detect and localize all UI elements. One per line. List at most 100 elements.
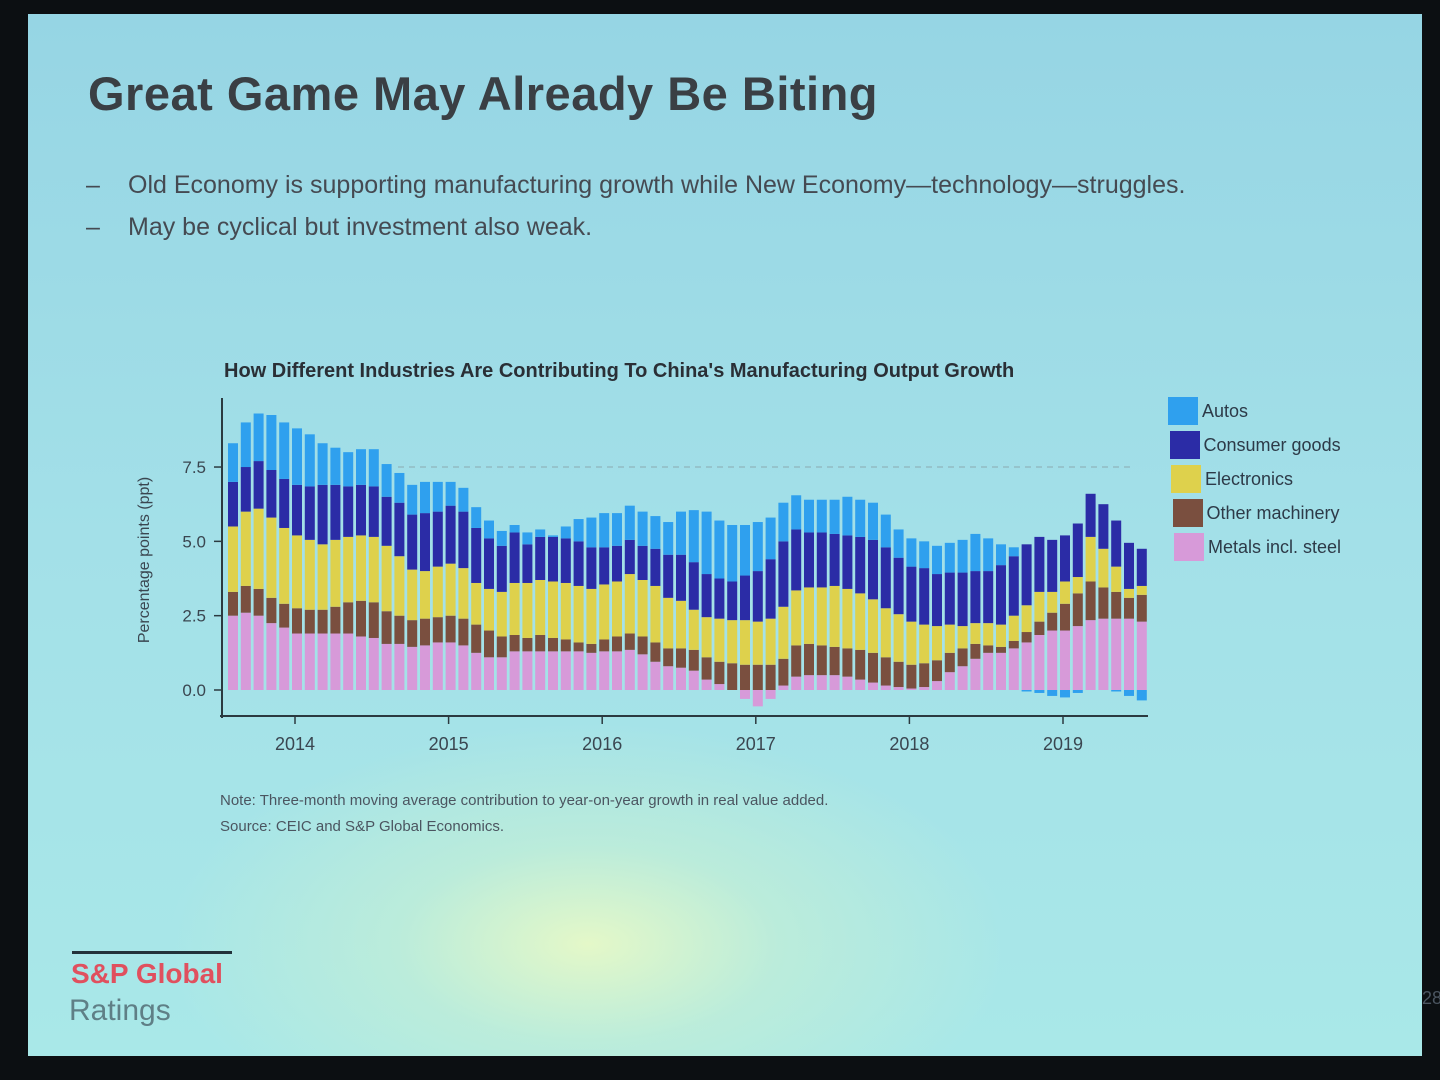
bar-segment-metals-incl-steel bbox=[279, 627, 290, 690]
chart-source: Source: CEIC and S&P Global Economics. bbox=[220, 818, 505, 835]
bar-segment-consumer-goods bbox=[893, 557, 904, 615]
bar-segment-electronics bbox=[304, 539, 315, 610]
slide-title: Great Game May Already Be Biting bbox=[88, 67, 879, 120]
bar-segment-autos bbox=[599, 513, 610, 548]
bar-segment-metals-incl-steel bbox=[612, 651, 622, 690]
bar-segment-consumer-goods bbox=[586, 547, 597, 589]
bar-segment-autos bbox=[983, 538, 994, 572]
bar-segment-electronics bbox=[944, 624, 955, 653]
bar-segment-other-machinery bbox=[304, 609, 315, 634]
bar-segment-metals-incl-steel bbox=[624, 649, 635, 690]
bar-segment-other-machinery bbox=[368, 602, 379, 638]
bar-segment-autos bbox=[932, 545, 942, 575]
bar-segment-electronics bbox=[381, 545, 392, 612]
bar-segment-consumer-goods bbox=[957, 572, 968, 627]
bar-segment-other-machinery bbox=[612, 636, 622, 652]
bar-segment-electronics bbox=[1136, 585, 1147, 595]
bar-segment-autos bbox=[1136, 690, 1147, 701]
bar-segment-metals-incl-steel bbox=[1060, 630, 1070, 690]
bar-segment-consumer-goods bbox=[522, 544, 533, 583]
bar-segment-electronics bbox=[240, 511, 251, 586]
bar-segment-other-machinery bbox=[996, 646, 1006, 653]
bar-segment-other-machinery bbox=[804, 643, 814, 676]
bar-segment-metals-incl-steel bbox=[432, 642, 443, 690]
bar-segment-electronics bbox=[1047, 591, 1058, 613]
bar-segment-other-machinery bbox=[919, 663, 930, 688]
x-tick-label: 2015 bbox=[429, 734, 469, 754]
bar-segment-electronics bbox=[535, 579, 546, 635]
bar-segment-autos bbox=[560, 526, 571, 539]
bar-segment-autos bbox=[676, 511, 686, 555]
bar-segment-electronics bbox=[548, 581, 558, 638]
bar-segment-other-machinery bbox=[727, 663, 738, 690]
bar-segment-consumer-goods bbox=[560, 538, 571, 583]
legend-label: Metals incl. steel bbox=[1208, 536, 1342, 557]
bar-segment-consumer-goods bbox=[880, 547, 891, 609]
legend-label: Electronics bbox=[1205, 468, 1294, 489]
bar-segment-other-machinery bbox=[1008, 640, 1019, 649]
bar-segment-other-machinery bbox=[1098, 587, 1109, 619]
bar-segment-electronics bbox=[394, 556, 405, 616]
bar-segment-consumer-goods bbox=[996, 565, 1006, 625]
bar-segment-metals-incl-steel bbox=[509, 651, 520, 690]
bar-segment-metals-incl-steel bbox=[599, 651, 610, 690]
bar-segment-metals-incl-steel bbox=[458, 645, 469, 690]
bar-segment-metals-incl-steel bbox=[1072, 626, 1083, 690]
bar-segment-autos bbox=[432, 481, 443, 512]
bar-segment-electronics bbox=[586, 588, 597, 644]
bar-segment-consumer-goods bbox=[791, 529, 802, 591]
bar-segment-electronics bbox=[906, 621, 917, 665]
chart-legend: Autos Consumer goods Electronics Other mach… bbox=[1168, 394, 1341, 564]
bar-segment-autos bbox=[292, 428, 302, 485]
bar-segment-electronics bbox=[432, 566, 443, 618]
bar-segment-consumer-goods bbox=[714, 578, 725, 619]
legend-item: Metals incl. steel bbox=[1174, 530, 1341, 564]
bar-segment-other-machinery bbox=[714, 661, 725, 685]
bar-segment-metals-incl-steel bbox=[496, 657, 507, 690]
bar-segment-other-machinery bbox=[944, 652, 955, 673]
bar-segment-electronics bbox=[778, 606, 789, 659]
bar-segment-metals-incl-steel bbox=[1008, 648, 1019, 690]
bar-segment-metals-incl-steel bbox=[701, 679, 712, 690]
bar-segment-electronics bbox=[957, 626, 968, 649]
bar-segment-consumer-goods bbox=[1072, 523, 1083, 578]
bar-segment-consumer-goods bbox=[330, 484, 341, 540]
bar-segment-consumer-goods bbox=[381, 496, 392, 546]
bar-segment-consumer-goods bbox=[842, 535, 853, 589]
bar-segment-consumer-goods bbox=[983, 571, 994, 624]
x-tick-label: 2016 bbox=[582, 734, 622, 754]
bar-segment-consumer-goods bbox=[829, 533, 840, 586]
x-tick-label: 2018 bbox=[889, 734, 929, 754]
bar-segment-metals-incl-steel bbox=[714, 684, 725, 690]
bar-segment-consumer-goods bbox=[228, 481, 238, 527]
y-tick-label: 0.0 bbox=[182, 681, 206, 700]
bar-segment-consumer-goods bbox=[279, 478, 290, 528]
bar-segment-metals-incl-steel bbox=[381, 643, 392, 690]
bar-segment-electronics bbox=[791, 590, 802, 646]
bar-segment-metals-incl-steel bbox=[842, 676, 853, 690]
bar-segment-autos bbox=[573, 519, 584, 542]
bar-segment-autos bbox=[855, 499, 866, 537]
slide: Great Game May Already Be Biting – Old Ec… bbox=[28, 14, 1440, 1056]
bar-segment-metals-incl-steel bbox=[573, 651, 584, 690]
bar-segment-electronics bbox=[880, 608, 891, 658]
bar-segment-electronics bbox=[1008, 615, 1019, 641]
bar-segment-other-machinery bbox=[445, 615, 456, 643]
bar-segment-consumer-goods bbox=[1085, 493, 1096, 537]
bar-segment-electronics bbox=[829, 585, 840, 647]
bar-segment-electronics bbox=[893, 614, 904, 662]
bar-segment-autos bbox=[829, 499, 840, 534]
bar-segment-electronics bbox=[804, 587, 814, 644]
legend-label: Other machinery bbox=[1206, 502, 1340, 523]
legend-swatch bbox=[1172, 499, 1203, 527]
bar-segment-consumer-goods bbox=[394, 502, 405, 557]
bar-segment-autos bbox=[548, 535, 558, 537]
bar-segment-other-machinery bbox=[420, 618, 430, 646]
bar-segment-autos bbox=[1047, 690, 1058, 696]
bar-segment-autos bbox=[458, 487, 469, 512]
bar-segment-electronics bbox=[573, 585, 584, 643]
bar-segment-autos bbox=[445, 481, 456, 506]
bar-segment-metals-incl-steel bbox=[791, 676, 802, 690]
bullet-marker: – bbox=[86, 171, 100, 199]
bar-segment-metals-incl-steel bbox=[240, 612, 251, 690]
